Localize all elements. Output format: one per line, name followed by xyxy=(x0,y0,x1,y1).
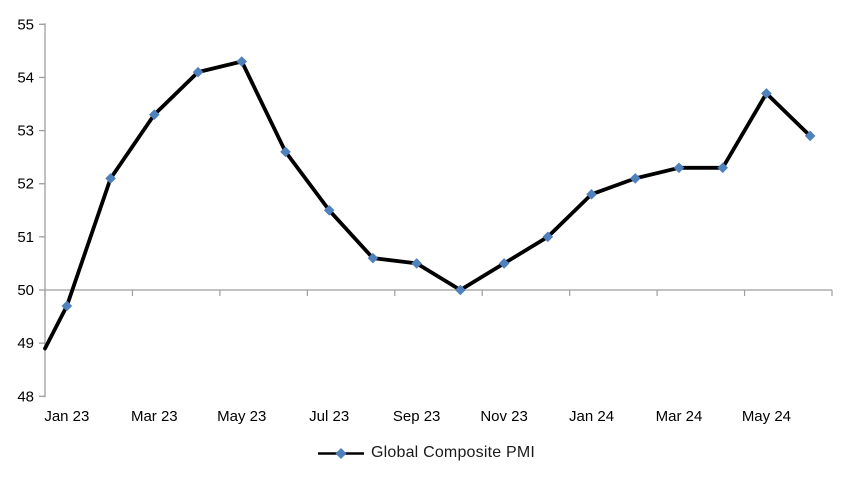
data-point-marker xyxy=(149,109,160,120)
y-tick-label: 55 xyxy=(17,16,34,33)
y-axis: 48 49 50 51 52 53 54 55 xyxy=(17,16,46,405)
y-tick-label: 51 xyxy=(17,229,34,246)
x-tick-label: Jan 24 xyxy=(569,408,614,425)
y-tick-label: 53 xyxy=(17,123,34,140)
y-tick-label: 49 xyxy=(17,335,34,352)
data-point-marker xyxy=(61,300,73,312)
x-tick-label: Jul 23 xyxy=(309,408,349,425)
data-point-marker xyxy=(673,162,685,174)
pmi-line-chart: 48 49 50 51 52 53 54 55 Jan 23 Mar 23 May 23 Jul 23… xyxy=(17,16,833,425)
data-point-marker xyxy=(542,231,554,243)
data-point-marker xyxy=(761,88,772,99)
x-tick-label: May 23 xyxy=(217,408,266,425)
x-tick-label: Sep 23 xyxy=(393,408,441,425)
data-point-marker xyxy=(717,162,728,174)
data-point-marker xyxy=(498,258,510,269)
series-markers xyxy=(61,56,816,312)
x-tick-label: Nov 23 xyxy=(480,408,528,425)
y-tick-label: 54 xyxy=(17,69,34,86)
data-point-marker xyxy=(367,252,379,264)
data-point-marker xyxy=(192,66,204,78)
y-tick-label: 48 xyxy=(17,388,34,405)
data-point-marker xyxy=(105,173,116,184)
x-tick-label: Mar 23 xyxy=(131,408,178,425)
x-tick-label: Mar 24 xyxy=(656,408,703,425)
legend-line-marker-icon xyxy=(317,447,364,459)
series-line xyxy=(43,59,812,351)
legend-marker-icon xyxy=(335,447,347,459)
chart-legend: Global Composite PMI xyxy=(0,441,852,465)
data-point-marker xyxy=(236,56,248,67)
data-point-marker xyxy=(280,146,291,158)
data-point-marker xyxy=(323,204,335,216)
data-point-marker xyxy=(629,173,641,184)
legend-label: Global Composite PMI xyxy=(370,444,536,461)
y-tick-label: 50 xyxy=(17,282,34,299)
data-point-marker xyxy=(455,284,466,296)
x-tick-label: Jan 23 xyxy=(44,408,89,425)
x-tick-label: May 24 xyxy=(742,408,791,425)
y-tick-label: 52 xyxy=(17,176,34,193)
x-axis: Jan 23 Mar 23 May 23 Jul 23 Sep 23 Nov 23 Jan … xyxy=(44,289,833,425)
data-point-marker xyxy=(411,258,422,269)
data-point-marker xyxy=(586,189,597,200)
data-point-marker xyxy=(804,130,816,142)
